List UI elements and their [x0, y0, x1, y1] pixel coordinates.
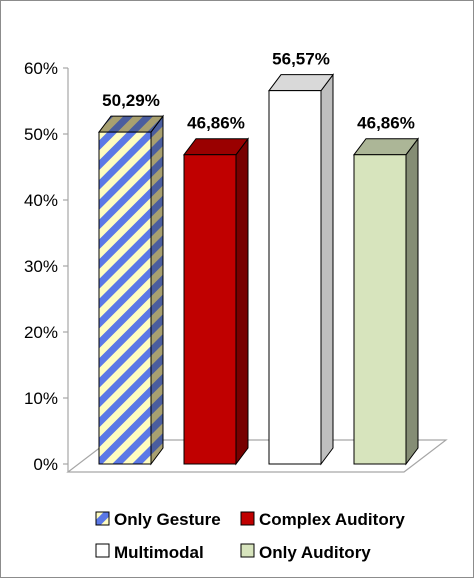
bar-side — [405, 137, 419, 466]
bar-front — [98, 131, 152, 465]
y-tick-label: 50% — [24, 125, 58, 144]
data-labels: 50,29% 46,86% 56,57% 46,86% — [102, 50, 415, 133]
data-label: 46,86% — [357, 114, 415, 133]
y-tick-label: 20% — [24, 323, 58, 342]
bar-front — [268, 90, 322, 465]
y-tick-label: 10% — [24, 389, 58, 408]
legend-swatch — [95, 511, 110, 526]
data-label: 46,86% — [187, 114, 245, 133]
bar-side — [150, 114, 164, 466]
data-label: 50,29% — [102, 91, 160, 110]
legend-label: Complex Auditory — [259, 510, 405, 529]
bar-front — [353, 154, 407, 465]
bar-top — [98, 115, 164, 133]
y-tick-label: 40% — [24, 191, 58, 210]
legend-item-multimodal: Multimodal — [95, 543, 204, 562]
bar-top — [268, 74, 334, 92]
legend-swatch — [240, 511, 255, 526]
bar-side — [320, 73, 334, 466]
y-tick-label: 0% — [33, 455, 58, 474]
bar-only-auditory — [353, 137, 419, 466]
legend-item-only-gesture: Only Gesture — [95, 510, 221, 529]
legend-label: Multimodal — [114, 543, 204, 562]
bar-complex-auditory — [183, 137, 249, 466]
y-tick-label: 30% — [24, 257, 58, 276]
bar-front — [183, 154, 237, 465]
legend-item-only-auditory: Only Auditory — [240, 543, 371, 562]
legend-swatch — [240, 543, 255, 558]
bar-top — [353, 138, 419, 156]
bar-top — [183, 138, 249, 156]
legend: Only Gesture Complex Auditory Multimodal… — [95, 510, 405, 562]
bars — [98, 73, 419, 466]
data-label: 56,57% — [272, 50, 330, 69]
bar-multimodal — [268, 73, 334, 466]
bar-only-gesture — [98, 114, 164, 466]
bar-side — [235, 137, 249, 466]
legend-label: Only Auditory — [259, 543, 371, 562]
legend-label: Only Gesture — [114, 510, 221, 529]
legend-item-complex-auditory: Complex Auditory — [240, 510, 405, 529]
legend-swatch — [95, 543, 110, 558]
y-tick-label: 60% — [24, 59, 58, 78]
